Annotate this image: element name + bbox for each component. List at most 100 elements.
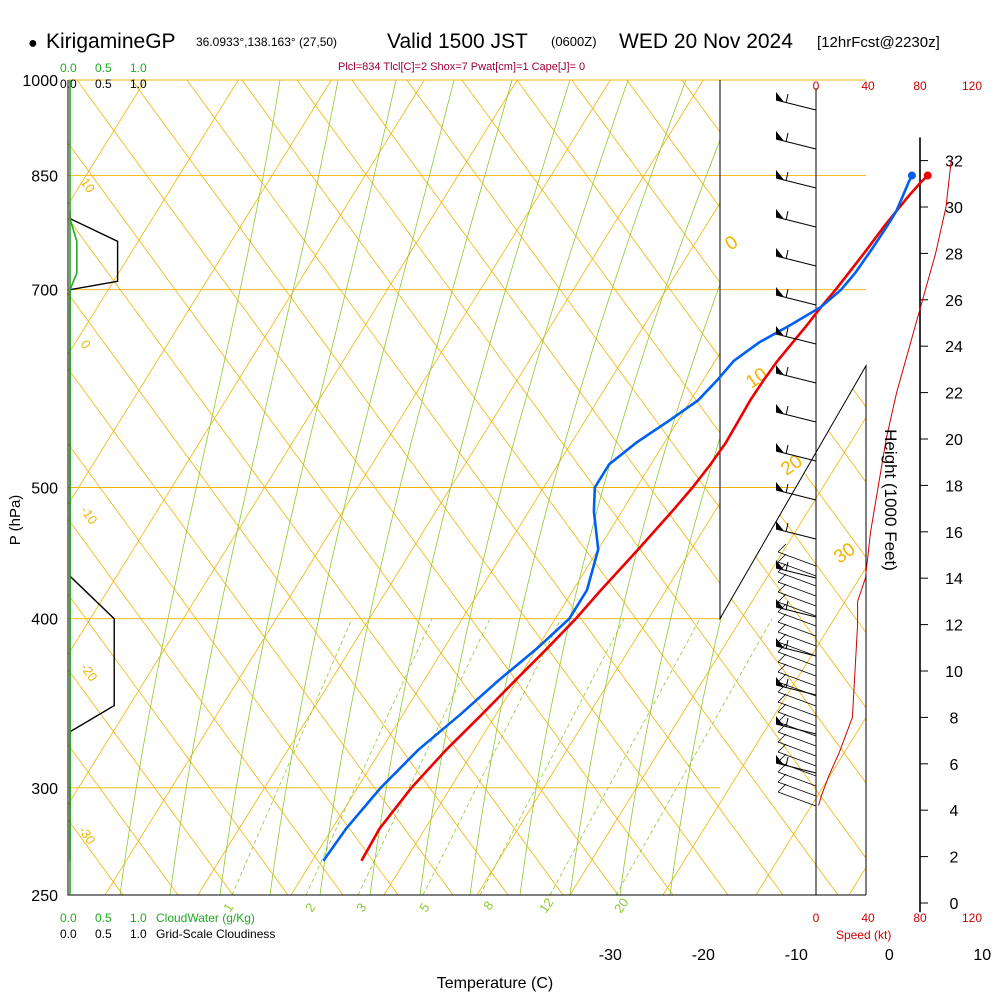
wind-barb-shaft — [775, 567, 817, 579]
wind-barb — [775, 443, 817, 462]
header-utc: (0600Z) — [551, 34, 597, 49]
mixing-ratio-line — [231, 618, 353, 895]
pressure-tick-label: 300 — [31, 781, 58, 798]
wind-speed-tick: 0 — [813, 911, 820, 925]
wind-barb-shaft — [777, 711, 817, 727]
wind-barb-shaft — [777, 551, 817, 567]
mixing-ratio-label: 8 — [480, 898, 496, 913]
wind-barb — [775, 404, 817, 423]
height-tick-label: 30 — [945, 200, 963, 217]
dry-adiabat-line — [68, 80, 399, 895]
wind-speed-tick: 40 — [861, 79, 875, 93]
dry-adiabat-line — [252, 80, 866, 895]
wind-barb-flag — [776, 209, 784, 219]
text-layer: ● KirigamineGP 36.0933°,138.163° (27,50)… — [7, 30, 940, 992]
height-tick-label: 24 — [945, 339, 963, 356]
pressure-tick-label: 1000 — [22, 73, 58, 90]
wind-barb-low — [777, 633, 817, 657]
wind-barb-low — [777, 753, 817, 777]
wind-barb-flag — [776, 677, 784, 687]
mixing-ratio-label: 3 — [353, 900, 369, 915]
wind-barb-feather — [777, 783, 787, 793]
dewpoint-surface-point — [907, 171, 916, 180]
wind-barb-feather — [777, 683, 787, 693]
wind-barb-shaft — [777, 581, 817, 597]
wind-speed-tick: 0 — [813, 79, 820, 93]
wind-barb-low — [777, 773, 817, 797]
wind-barb-flag — [776, 404, 784, 414]
height-tick-label: 12 — [945, 618, 963, 635]
wind-barb-low — [777, 723, 817, 747]
moist-adiabat-label: 30 — [830, 539, 859, 568]
wind-barb-flag — [776, 248, 784, 258]
grid-layer: 2503004005007008501000-30-20-10010203040… — [22, 61, 991, 964]
wind-barb — [775, 482, 817, 501]
cloud-water-label: CloudWater (g/Kg) — [156, 911, 255, 925]
wind-barb-feather — [777, 603, 787, 613]
mixing-ratio-line — [305, 618, 433, 895]
wind-barb-shaft — [777, 591, 817, 607]
moist-adiabat-label: 0 — [721, 232, 742, 255]
moist-adiabat-line — [419, 80, 629, 895]
header-valid: Valid 1500 JST — [387, 30, 528, 53]
wind-barb-shaft — [777, 621, 817, 637]
wind-barb-feather — [777, 743, 787, 753]
wind-barb — [775, 170, 817, 189]
wind-barb — [775, 326, 817, 345]
pressure-tick-label: 500 — [31, 481, 58, 498]
wind-speed-label: Speed (kt) — [836, 928, 891, 942]
moist-adiabat-line — [469, 80, 687, 895]
wind-barb-feather — [785, 678, 789, 689]
mixing-ratio-label: 12 — [536, 895, 557, 915]
wind-barb-low — [777, 733, 817, 757]
wind-barb — [775, 287, 817, 306]
dry-adiabat-line — [68, 80, 344, 895]
wind-barb-low — [777, 583, 817, 607]
wind-barb-low — [777, 703, 817, 727]
moist-adiabat-line — [269, 80, 455, 895]
dry-adiabat-label: -30 — [76, 823, 99, 847]
height-tick-label: 14 — [945, 571, 963, 588]
wind-speed-tick: 120 — [962, 79, 982, 93]
moist-adiabat-line — [169, 80, 339, 895]
wind-barb-low — [777, 653, 817, 677]
wind-barb-shaft — [777, 761, 817, 777]
dry-adiabat-line — [68, 80, 509, 895]
wind-barb-flag — [776, 326, 784, 336]
cloudiness-tick: 0.0 — [60, 77, 77, 91]
stability-indices: Plcl=834 Tlcl[C]=2 Shox=7 Pwat[cm]=1 Cap… — [338, 61, 585, 73]
header-site: KirigamineGP — [46, 30, 176, 53]
wind-speed-tick: 80 — [913, 911, 927, 925]
wind-barb-feather — [785, 522, 789, 533]
cloud-water-tick: 0.5 — [95, 61, 112, 75]
wind-barb-low — [777, 613, 817, 637]
wind-barb-feather — [785, 171, 789, 182]
cloudiness-label: Grid-Scale Cloudiness — [156, 927, 275, 941]
wind-barb-feather — [785, 93, 789, 104]
wind-barb-shaft — [777, 611, 817, 627]
mixing-ratio-line — [479, 618, 625, 895]
wind-barb-feather — [777, 693, 787, 703]
wind-barb-low — [777, 573, 817, 597]
wind-barb-feather — [777, 583, 787, 593]
wind-barb-low — [777, 673, 817, 697]
wind-barb-low — [777, 763, 817, 787]
wind-barb-low — [777, 623, 817, 647]
wind-barb-flag — [776, 365, 784, 375]
wind-barb-feather — [785, 444, 789, 455]
wind-barb-feather — [777, 633, 787, 643]
wind-barb-shaft — [777, 571, 817, 587]
isotherm-line — [755, 80, 866, 895]
wind-barb-shaft — [777, 651, 817, 667]
wind-barb-feather — [785, 717, 789, 728]
x-axis-label: Temperature (C) — [437, 975, 553, 992]
dry-adiabat-line — [68, 80, 69, 895]
isotherm-line — [662, 80, 866, 895]
pressure-tick-label: 700 — [31, 283, 58, 300]
wind-barb-low — [777, 693, 817, 717]
mixing-ratio-line — [357, 618, 491, 895]
header-date: WED 20 Nov 2024 — [619, 30, 793, 53]
dry-adiabat-line — [68, 80, 454, 895]
wind-barb-feather — [777, 573, 787, 583]
